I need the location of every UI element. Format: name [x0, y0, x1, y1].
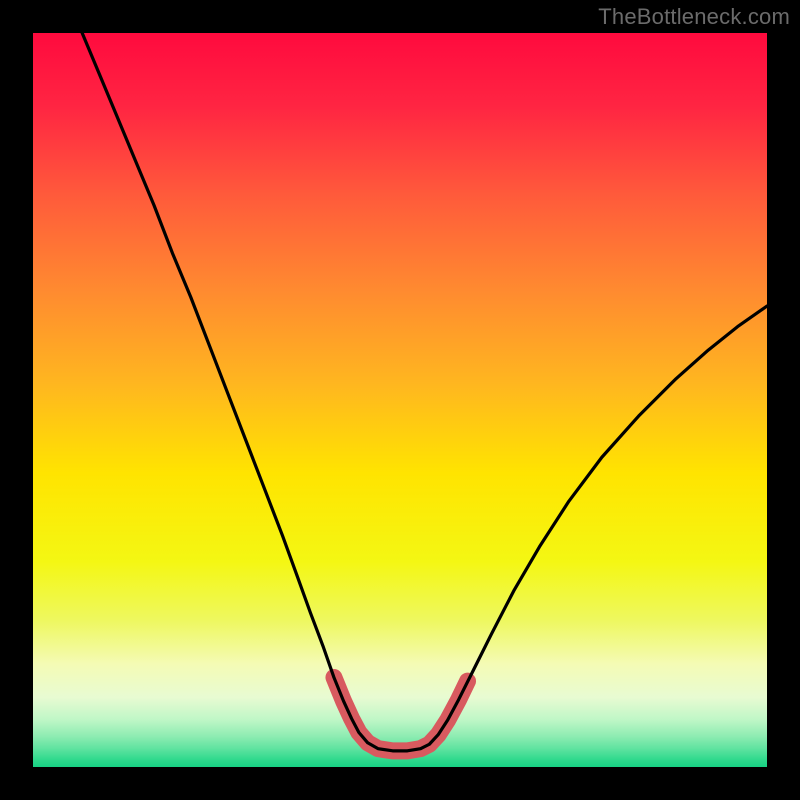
plot-area: [33, 33, 767, 767]
chart-svg: [33, 33, 767, 767]
watermark-text: TheBottleneck.com: [598, 4, 790, 30]
chart-frame: TheBottleneck.com: [0, 0, 800, 800]
